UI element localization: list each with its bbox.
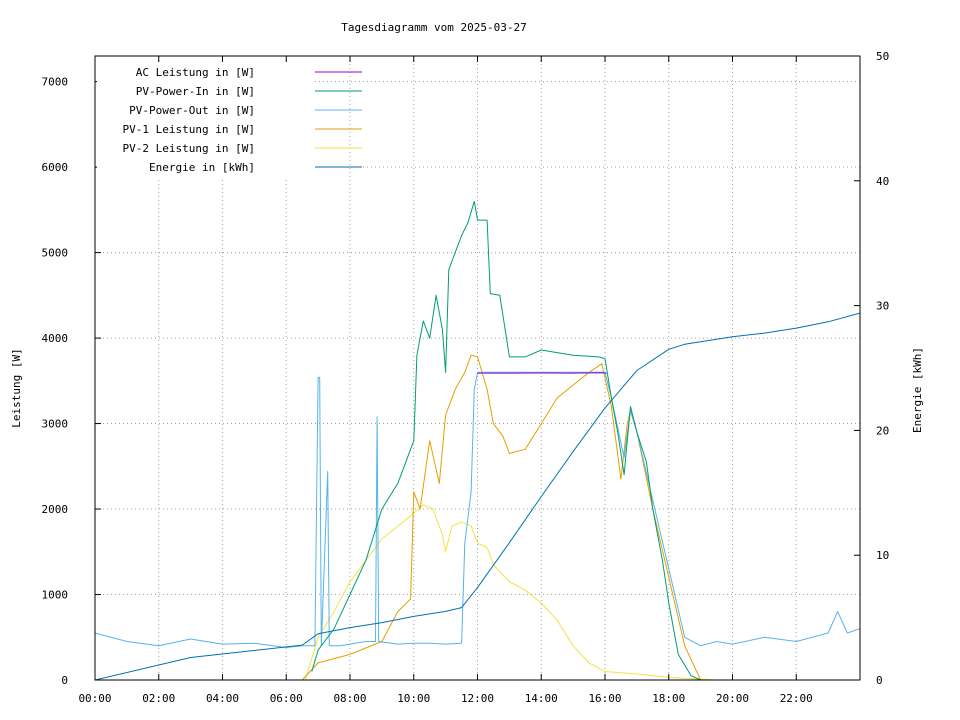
y2-tick-label: 30 [876,300,889,313]
x-tick-label: 02:00 [142,692,175,705]
legend-label: PV-Power-Out in [W] [129,104,255,117]
y-tick-label: 0 [61,674,68,687]
legend-label: PV-Power-In in [W] [136,85,255,98]
y-axis-label: Leistung [W] [10,348,23,427]
y-tick-label: 7000 [42,76,69,89]
legend-label: PV-2 Leistung in [W] [123,142,255,155]
x-tick-label: 08:00 [333,692,366,705]
x-tick-label: 04:00 [206,692,239,705]
legend: AC Leistung in [W] PV-Power-In in [W] PV-P… [97,62,362,178]
y-tick-label: 1000 [42,589,69,602]
chart-title: Tagesdiagramm vom 2025-03-27 [341,21,526,34]
x-tick-label: 14:00 [525,692,558,705]
series-line-5 [94,312,861,681]
x-tick-label: 16:00 [588,692,621,705]
legend-background [97,62,315,178]
y2-axis-label: Energie [kWh] [911,347,924,433]
y2-tick-label: 20 [876,424,889,437]
series-line-1 [311,200,701,681]
y2-tick-label: 50 [876,50,889,63]
x-tick-label: 06:00 [270,692,303,705]
legend-label: Energie in [kWh] [149,161,255,174]
y-tick-label: 4000 [42,332,69,345]
x-tick-label: 18:00 [652,692,685,705]
x-tick-label: 10:00 [397,692,430,705]
series-layer [94,200,861,681]
y-tick-label: 3000 [42,418,69,431]
legend-label: PV-1 Leistung in [W] [123,123,255,136]
y2-tick-label: 0 [876,674,883,687]
y-tick-label: 6000 [42,161,69,174]
y-tick-label: 5000 [42,247,69,260]
series-line-3 [301,354,702,681]
y-tick-label: 2000 [42,503,69,516]
series-line-4 [304,504,717,681]
series-line-2 [94,371,861,648]
axes: 00:00 02:00 04:00 06:00 08:00 10:00 12:00 14:00… [42,50,890,705]
x-tick-label: 12:00 [461,692,494,705]
x-tick-label: 20:00 [716,692,749,705]
legend-label: AC Leistung in [W] [136,66,255,79]
x-tick-label: 22:00 [780,692,813,705]
y2-tick-label: 10 [876,549,889,562]
y2-tick-label: 40 [876,175,889,188]
x-tick-label: 00:00 [78,692,111,705]
